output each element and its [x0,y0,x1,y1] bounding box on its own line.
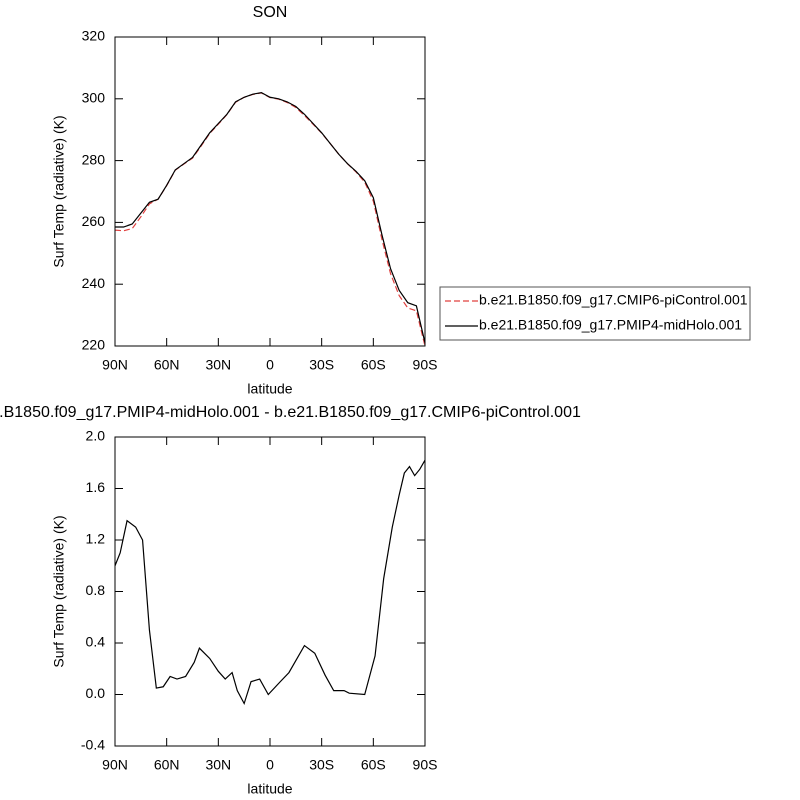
y-axis-label: Surf Temp (radiative) (K) [51,115,67,267]
x-tick-label: 30N [205,757,231,773]
series-line [115,91,426,344]
y-tick-label: 1.6 [86,479,106,495]
plot-frame [114,436,426,747]
x-tick-label: 90N [102,757,128,773]
y-tick-label: 240 [82,275,106,291]
y-tick-label: 320 [82,28,106,44]
x-tick-label: 60S [361,357,386,373]
x-tick-label: 60S [361,757,386,773]
y-tick-label: 1.2 [86,531,106,547]
series-line [114,459,426,706]
y-tick-label: 0.4 [86,634,106,650]
x-tick-label: 0 [266,357,274,373]
y-tick-label: 0.8 [86,582,106,598]
y-tick-label: 0.0 [86,685,106,701]
x-tick-label: 60N [154,357,180,373]
y-tick-label: 220 [82,337,106,353]
y-tick-label: -0.4 [81,737,105,753]
chart-title: SON [253,4,288,21]
y-axis-label: Surf Temp (radiative) (K) [51,515,67,667]
x-axis-label: latitude [247,381,292,397]
y-tick-label: 2.0 [86,428,106,444]
x-tick-label: 90S [413,757,438,773]
y-tick-label: 260 [82,213,106,229]
x-tick-label: 30S [309,357,334,373]
x-tick-label: 30S [309,757,334,773]
x-tick-label: 30N [205,357,231,373]
x-tick-label: 0 [266,757,274,773]
plot-frame [114,36,426,347]
legend-box [439,286,751,341]
y-tick-label: 300 [82,90,106,106]
chart-title: b.e21.B1850.f09_g17.PMIP4-midHolo.001 - … [0,404,581,421]
legend: b.e21.B1850.f09_g17.CMIP6-piControl.001b… [439,286,751,341]
legend-label: b.e21.B1850.f09_g17.CMIP6-piControl.001 [479,292,748,308]
y-tick-label: 280 [82,151,106,167]
x-tick-label: 90N [102,357,128,373]
legend-label: b.e21.B1850.f09_g17.PMIP4-midHolo.001 [479,317,742,333]
x-tick-label: 90S [413,357,438,373]
x-axis-label: latitude [247,781,292,797]
x-tick-label: 60N [154,757,180,773]
